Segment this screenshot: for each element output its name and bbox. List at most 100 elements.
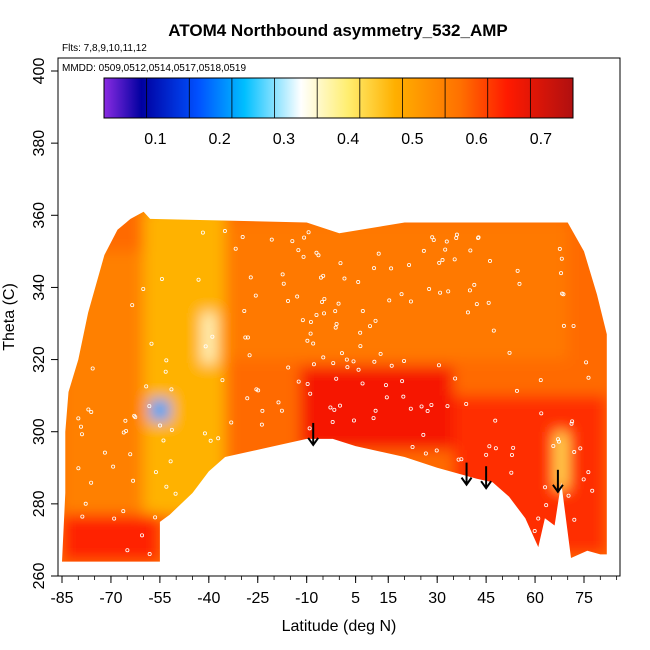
sample-point: [208, 438, 213, 443]
sample-point: [301, 254, 306, 259]
sample-point: [556, 437, 561, 442]
surface-arrows: [307, 422, 564, 494]
sample-point: [202, 431, 207, 436]
sample-point: [210, 334, 215, 339]
sample-point: [387, 298, 392, 303]
sample-point: [491, 328, 496, 333]
sample-point: [487, 444, 492, 449]
sample-point: [321, 355, 326, 360]
sample-point: [423, 451, 428, 456]
sample-point: [290, 239, 295, 244]
colorbar: 0.1 0.2 0.3 0.4 0.5 0.6 0.7: [103, 77, 574, 148]
sample-point: [147, 552, 152, 557]
x-tick-label: 5: [351, 590, 360, 607]
sample-point: [296, 379, 301, 384]
sample-point: [322, 311, 327, 316]
sample-point: [356, 367, 361, 372]
sample-point: [429, 402, 434, 407]
sample-point: [351, 418, 356, 423]
sample-point: [164, 484, 169, 489]
sample-point: [551, 443, 556, 448]
sample-point: [140, 533, 145, 538]
sample-point: [314, 250, 319, 255]
sample-point: [443, 247, 448, 252]
sample-point: [254, 387, 259, 392]
sample-point: [173, 491, 178, 496]
sample-point: [141, 286, 146, 291]
sample-point: [488, 259, 493, 264]
sample-point: [493, 418, 498, 423]
sample-point: [89, 409, 94, 414]
sample-point: [203, 344, 208, 349]
sample-point: [153, 470, 158, 475]
sample-point: [383, 383, 388, 388]
sample-point: [76, 466, 81, 471]
sample-point: [247, 353, 252, 358]
sample-point: [334, 376, 339, 381]
sample-point: [229, 420, 234, 425]
sample-point: [559, 271, 564, 276]
sample-point: [144, 384, 149, 389]
sample-point: [83, 501, 88, 506]
colorbar-tick-label: 0.4: [337, 131, 359, 148]
sample-point: [430, 235, 435, 240]
sample-point: [220, 378, 225, 383]
sample-point: [306, 230, 311, 235]
sample-point: [556, 439, 561, 444]
y-tick-label: 360: [31, 202, 48, 229]
x-tick-label: 30: [428, 590, 446, 607]
sample-point: [402, 358, 407, 363]
sample-point: [147, 404, 152, 409]
sample-point: [248, 275, 253, 280]
sample-point: [360, 309, 365, 314]
sample-point: [446, 289, 451, 294]
sample-point: [456, 457, 461, 462]
colorbar-tick-label: 0.2: [209, 131, 231, 148]
sample-point: [356, 280, 361, 285]
sample-point: [401, 394, 406, 399]
sample-point: [253, 293, 258, 298]
sample-point: [286, 298, 291, 303]
x-tick-label: -40: [197, 590, 220, 607]
chart-title: ATOM4 Northbound asymmetry_532_AMP: [168, 21, 507, 40]
sample-point: [493, 446, 498, 451]
sample-point: [566, 493, 571, 498]
sample-point: [318, 275, 323, 280]
sample-point: [360, 381, 365, 386]
sample-point: [89, 480, 94, 485]
sample-point: [427, 287, 432, 292]
sample-points: [76, 229, 595, 557]
sample-point: [358, 330, 363, 335]
sample-point: [345, 365, 350, 370]
colorbar-tick-label: 0.3: [273, 131, 295, 148]
sample-point: [376, 251, 381, 256]
sample-point: [305, 338, 310, 343]
surface-arrow-head: [552, 484, 564, 494]
sample-point: [561, 292, 566, 297]
sample-point: [78, 424, 83, 429]
colorbar-tick-label: 0.6: [466, 131, 488, 148]
sample-point: [389, 363, 394, 368]
sample-point: [434, 448, 439, 453]
sample-point: [467, 288, 472, 293]
field-region-yellow-band: [143, 211, 226, 515]
sample-point: [330, 420, 335, 425]
sample-point: [200, 230, 205, 235]
sample-point: [509, 453, 514, 458]
sample-point: [76, 416, 81, 421]
sample-point: [307, 426, 312, 431]
sample-point: [484, 452, 489, 457]
sample-point: [159, 276, 164, 281]
sample-point: [436, 363, 441, 368]
field-region-orange-upper: [225, 222, 568, 360]
sample-point: [544, 503, 549, 508]
sample-point: [373, 408, 378, 413]
sample-point: [408, 406, 413, 411]
sample-point: [344, 357, 349, 362]
sample-point: [532, 529, 537, 534]
y-tick-label: 380: [31, 130, 48, 157]
sample-point: [169, 427, 174, 432]
sample-point: [328, 405, 333, 410]
sample-point: [305, 381, 310, 386]
sample-point: [308, 391, 313, 396]
